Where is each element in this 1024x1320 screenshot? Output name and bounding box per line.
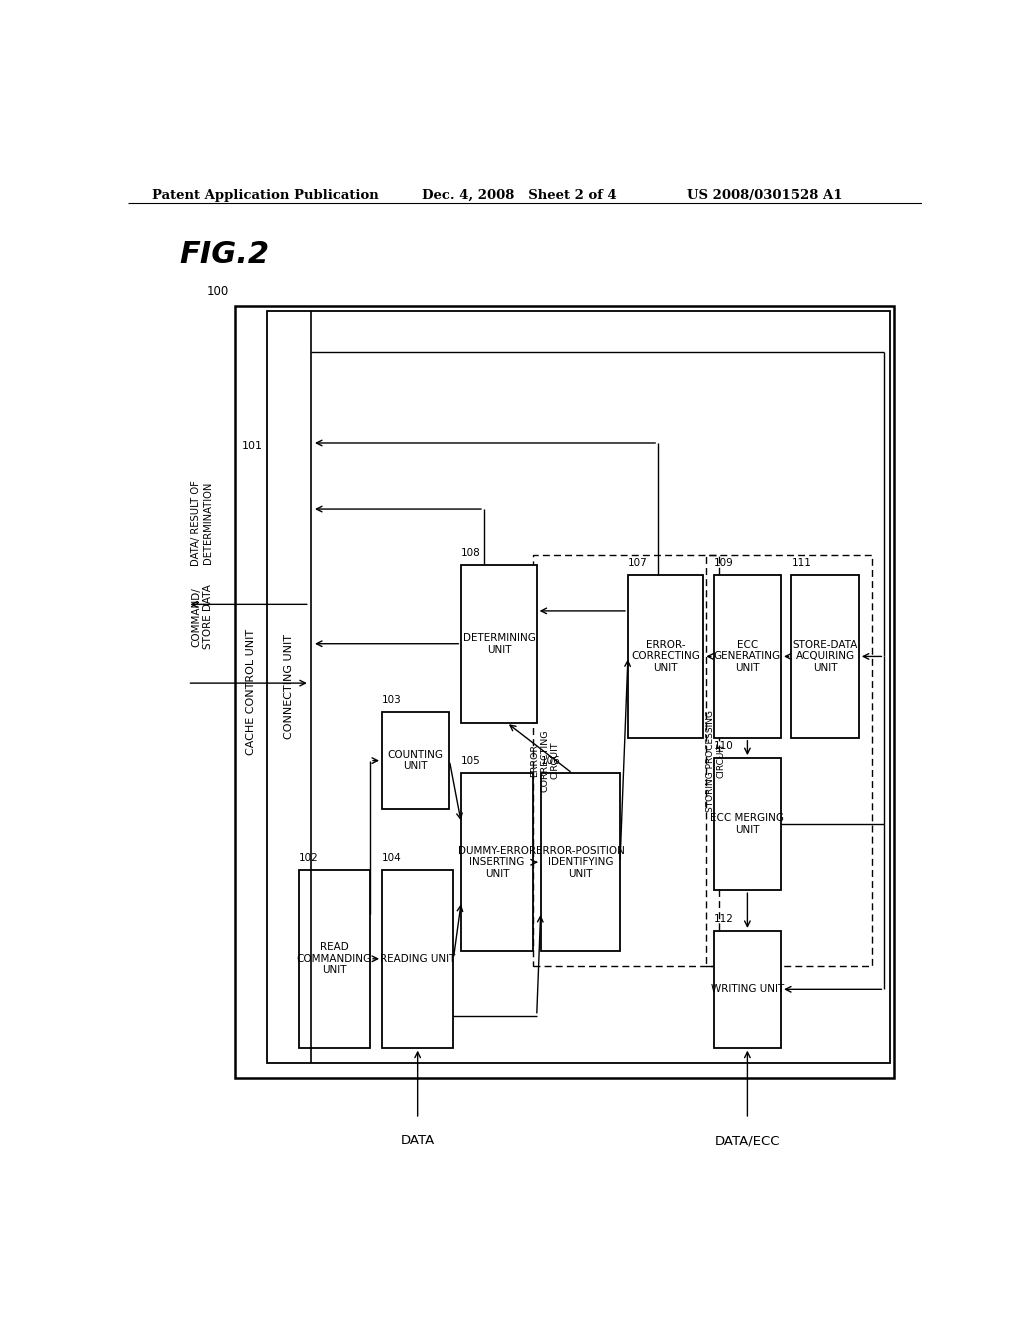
Text: 109: 109 xyxy=(714,558,733,568)
Text: COUNTING
UNIT: COUNTING UNIT xyxy=(388,750,443,771)
Text: Patent Application Publication: Patent Application Publication xyxy=(152,189,379,202)
Text: 110: 110 xyxy=(714,741,733,751)
Text: STORE-DATA
ACQUIRING
UNIT: STORE-DATA ACQUIRING UNIT xyxy=(793,640,858,673)
Text: 101: 101 xyxy=(242,441,263,451)
Text: 102: 102 xyxy=(299,853,318,863)
Bar xyxy=(714,931,781,1048)
Text: ERROR
CORRECTING
CIRCUIT: ERROR CORRECTING CIRCUIT xyxy=(529,730,559,792)
Bar xyxy=(628,576,703,738)
Text: READ
COMMANDING
UNIT: READ COMMANDING UNIT xyxy=(297,942,372,975)
Text: WRITING UNIT: WRITING UNIT xyxy=(711,985,784,994)
Bar xyxy=(461,774,532,952)
Bar xyxy=(541,774,621,952)
Text: 105: 105 xyxy=(461,756,481,766)
Text: 107: 107 xyxy=(628,558,648,568)
Text: ECC MERGING
UNIT: ECC MERGING UNIT xyxy=(711,813,784,836)
Bar xyxy=(706,554,872,966)
Text: ERROR-
CORRECTING
UNIT: ERROR- CORRECTING UNIT xyxy=(631,640,700,673)
Text: DATA/ECC: DATA/ECC xyxy=(715,1134,780,1147)
Bar xyxy=(461,565,537,722)
Text: 108: 108 xyxy=(461,548,481,558)
Text: 111: 111 xyxy=(792,558,811,568)
Bar xyxy=(299,870,370,1048)
Text: 100: 100 xyxy=(207,285,228,297)
Text: 104: 104 xyxy=(382,853,401,863)
Text: CACHE CONTROL UNIT: CACHE CONTROL UNIT xyxy=(246,628,256,755)
Text: DATA: DATA xyxy=(400,1134,435,1147)
Text: READING UNIT: READING UNIT xyxy=(380,954,456,964)
Text: CONNECTING UNIT: CONNECTING UNIT xyxy=(284,635,294,739)
Text: Dec. 4, 2008   Sheet 2 of 4: Dec. 4, 2008 Sheet 2 of 4 xyxy=(422,189,616,202)
Text: DUMMY-ERROR
INSERTING
UNIT: DUMMY-ERROR INSERTING UNIT xyxy=(458,846,537,879)
Bar xyxy=(714,576,781,738)
Text: US 2008/0301528 A1: US 2008/0301528 A1 xyxy=(687,189,843,202)
Bar xyxy=(382,713,450,809)
Text: 112: 112 xyxy=(714,913,733,924)
Bar xyxy=(792,576,859,738)
Text: DETERMINING
UNIT: DETERMINING UNIT xyxy=(463,632,536,655)
Text: COMMAND/
STORE DATA: COMMAND/ STORE DATA xyxy=(191,585,213,649)
Bar xyxy=(532,554,719,966)
Bar xyxy=(714,758,781,890)
Text: DATA/ RESULT OF
DETERMINATION: DATA/ RESULT OF DETERMINATION xyxy=(191,480,213,566)
Text: ECC
GENERATING
UNIT: ECC GENERATING UNIT xyxy=(714,640,781,673)
Text: STORING PROCESSING
CIRCUIT: STORING PROCESSING CIRCUIT xyxy=(707,710,726,812)
Text: FIG.2: FIG.2 xyxy=(179,240,269,269)
Bar xyxy=(267,312,890,1063)
Bar xyxy=(382,870,454,1048)
Bar xyxy=(236,306,894,1078)
Text: 103: 103 xyxy=(382,696,401,705)
Text: ERROR-POSITION
IDENTIFYING
UNIT: ERROR-POSITION IDENTIFYING UNIT xyxy=(536,846,625,879)
Text: 106: 106 xyxy=(541,756,560,766)
